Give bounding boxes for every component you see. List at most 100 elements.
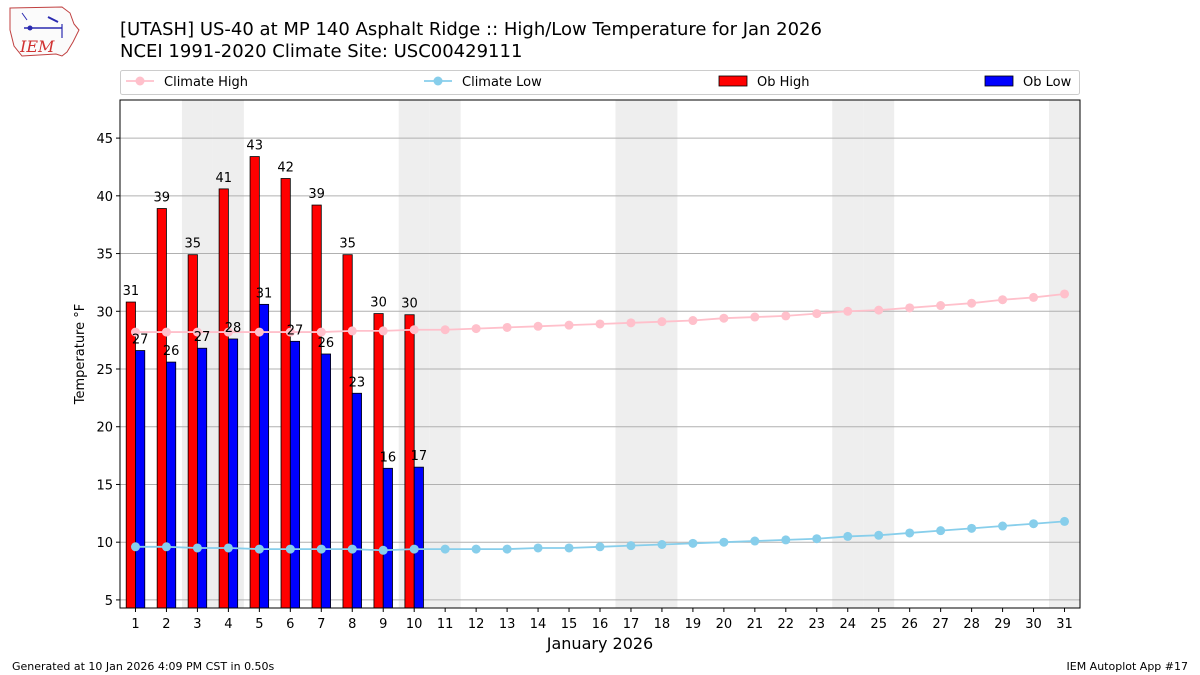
y-tick-label: 20 [96,421,113,436]
climate-low-point [471,544,481,554]
x-tick-label: 16 [592,617,609,632]
ob-high-bar [125,301,136,609]
x-tick-label: 13 [499,617,516,632]
weekend-band [832,100,864,608]
legend-ob-low: Ob Low [984,75,1072,90]
climate-high-point [316,327,326,337]
climate-high-point [378,326,388,336]
ob-high-bar [187,254,198,609]
x-tick-label: 6 [286,617,294,632]
ob-high-bar [342,254,353,609]
climate-high-point [905,303,915,313]
climate-low-point [781,535,791,545]
climate-low-point [316,544,326,554]
legend: Climate High Climate Low Ob High Ob Low [120,70,1080,95]
svg-text:Ob High: Ob High [757,75,810,90]
ob-low-bar [227,338,239,609]
climate-high-point [254,327,264,337]
x-tick-label: 11 [437,617,454,632]
ob-low-bar [413,466,424,609]
footer-app: IEM Autoplot App #17 [1067,660,1189,673]
climate-low-point [688,538,698,548]
y-tick-label: 35 [96,248,113,263]
climate-high-point [595,319,605,329]
climate-low-point [347,544,357,554]
climate-low-point [812,534,822,544]
climate-high-point [502,322,512,332]
climate-high-point [161,327,171,337]
svg-text:IEM: IEM [19,37,55,56]
ob-low-label: 27 [132,333,149,348]
climate-low-point [657,540,667,549]
x-tick-label: 12 [468,617,485,632]
climate-high-point [688,316,698,326]
y-tick-label: 45 [96,132,113,147]
ob-low-label: 23 [349,375,366,390]
y-tick-label: 10 [96,536,113,551]
climate-high-point [130,327,140,337]
weekend-band [863,100,895,608]
climate-high-point [1029,292,1039,302]
x-tick-label: 22 [778,617,795,632]
x-tick-label: 2 [162,617,170,632]
plot-background [181,100,1080,608]
x-axis-label: January 2026 [546,634,653,653]
ob-high-label: 30 [401,297,418,312]
climate-high-point [440,325,450,335]
x-tick-label: 26 [901,617,918,632]
x-tick-label: 23 [809,617,826,632]
ob-high-label: 30 [370,296,387,311]
legend-climate-low: Climate Low [424,75,542,90]
climate-low-point [998,521,1008,531]
climate-low-point [719,537,729,547]
climate-low-point [130,542,140,552]
svg-text:Climate High: Climate High [164,75,248,90]
legend-climate-high: Climate High [126,75,248,90]
x-tick-label: 19 [685,617,702,632]
x-tick-label: 17 [623,617,640,632]
x-tick-label: 24 [839,617,856,632]
x-tick-label: 4 [224,617,232,632]
climate-lines [130,289,1070,555]
x-tick-label: 7 [317,617,325,632]
climate-high-point [843,306,853,316]
ob-low-bar [135,350,146,609]
climate-low-point [874,530,884,540]
x-tick-label: 27 [932,617,949,632]
climate-low-point [936,526,946,536]
legend-ob-high: Ob High [718,75,810,90]
x-tick-label: 20 [716,617,733,632]
climate-low-point [1060,516,1070,526]
climate-low-point [161,542,171,552]
climate-low-point [192,543,202,553]
climate-high-point [719,313,729,323]
x-tick-label: 10 [406,617,423,632]
climate-low-point [285,544,295,554]
y-axis-label: Temperature °F [73,304,88,405]
climate-low-point [533,543,543,553]
chart-title: [UTASH] US-40 at MP 140 Asphalt Ridge ::… [120,19,822,40]
ob-high-label: 41 [215,171,232,186]
climate-high-point [409,325,419,335]
climate-high-point [533,321,543,331]
x-tick-label: 30 [1025,617,1042,632]
weekend-band [615,100,647,608]
y-tick-label: 25 [96,363,113,378]
y-tick-label: 40 [96,190,113,205]
climate-high-point [657,317,667,327]
climate-low-point [409,544,419,554]
ob-low-bar [166,361,177,609]
climate-low-point [626,541,636,551]
gridlines [120,137,1080,601]
climate-high-point [564,320,574,330]
ob-low-bar [320,353,331,609]
ob-low-bar [351,392,362,609]
x-tick-label: 28 [963,617,980,632]
climate-low-point [905,528,915,538]
climate-high-point [1060,289,1070,299]
climate-low-point [1029,519,1039,529]
climate-high-point [471,324,481,334]
ob-low-label: 27 [287,323,304,338]
